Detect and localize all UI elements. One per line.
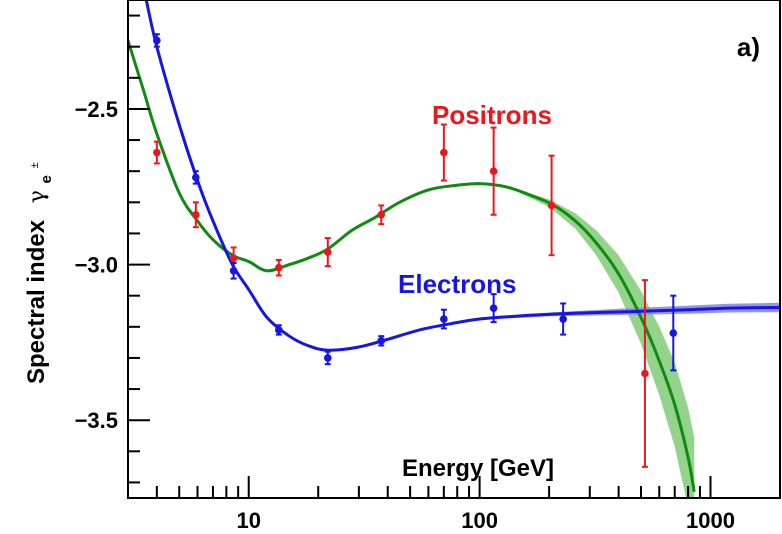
x-tick-label-2: 1000: [686, 508, 735, 533]
positrons-point-1: [192, 210, 200, 219]
positrons-point-7: [489, 167, 498, 175]
legend-electrons: Electrons: [398, 269, 517, 299]
positrons-point-3: [275, 263, 283, 272]
electrons-point-1: [192, 173, 200, 182]
x-tick-label-1: 100: [461, 508, 498, 533]
panel-label: a): [737, 32, 760, 62]
electrons-point-4: [323, 354, 332, 362]
electrons-point-9: [669, 329, 678, 337]
y-tick-label-1: −3.0: [75, 253, 118, 278]
y-tick-label-0: −2.5: [75, 97, 118, 122]
y-axis-title-superscript: ±: [29, 162, 41, 168]
electrons-point-8: [559, 315, 567, 323]
positrons-point-4: [323, 248, 332, 256]
positrons-point-2: [229, 254, 238, 263]
y-axis-title-subscript: e: [38, 175, 55, 183]
positrons-fit-line: [128, 40, 696, 493]
positrons-point-8: [547, 201, 556, 210]
positrons-point-6: [440, 148, 448, 157]
plot-frame: [127, 0, 781, 499]
electrons-point-2: [229, 266, 238, 275]
electrons-point-0: [153, 36, 161, 45]
x-axis-title: Energy [GeV]: [402, 455, 554, 482]
y-tick-label-2: −3.5: [75, 408, 118, 433]
y-axis-title-symbol: γ: [25, 190, 50, 203]
electrons-fit-line: [144, 0, 780, 352]
electrons-point-3: [275, 326, 283, 334]
svg-text:Spectral index γ e: Spectral index γ e ±: [23, 162, 57, 384]
electrons-point-5: [377, 337, 386, 345]
positrons-point-0: [153, 148, 161, 157]
electrons-point-7: [489, 304, 498, 312]
positrons-point-9: [641, 369, 649, 378]
y-axis-title: Spectral index γ e ±: [23, 162, 57, 384]
positrons-point-5: [377, 210, 386, 219]
electrons-point-6: [440, 315, 448, 323]
y-axis-title-text: Spectral index: [23, 219, 50, 384]
legend-positrons: Positrons: [432, 100, 552, 130]
positrons-fit-band: [520, 190, 695, 498]
x-tick-label-0: 10: [236, 508, 260, 533]
